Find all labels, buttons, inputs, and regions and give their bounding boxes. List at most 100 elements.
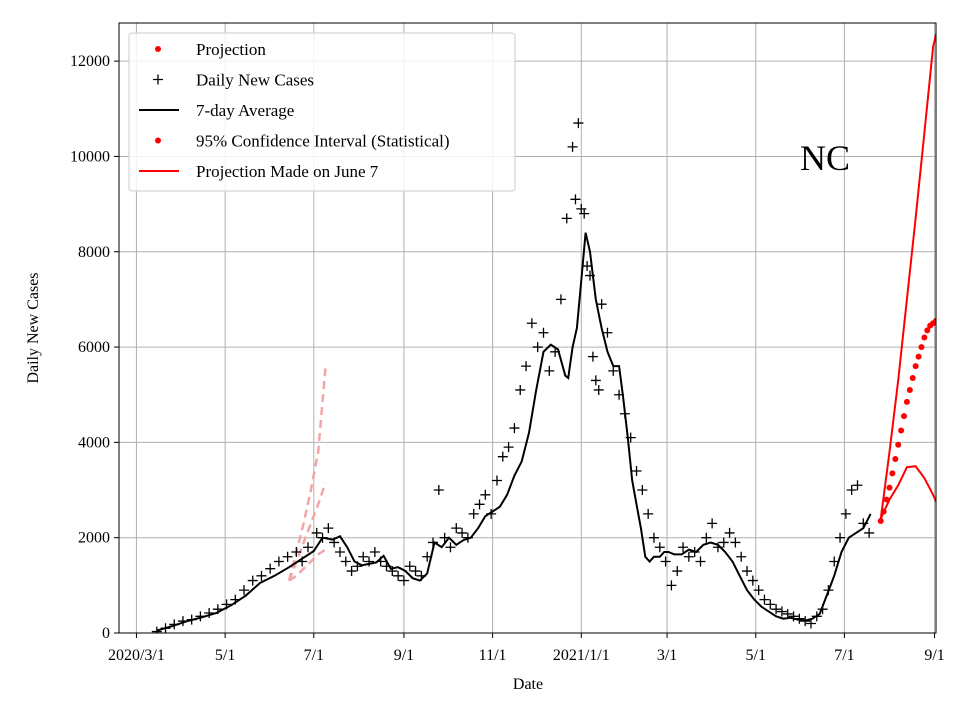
daily-case-point [433, 485, 444, 496]
daily-case-point [404, 561, 415, 572]
axes-frame [118, 22, 937, 634]
daily-case-point [265, 563, 276, 574]
y-tick-label: 12000 [70, 53, 110, 70]
projection-dot [898, 427, 905, 434]
daily-case-point [323, 523, 334, 534]
daily-case-point [346, 566, 357, 577]
daily-case-point [678, 542, 689, 553]
daily-case-point [730, 537, 741, 548]
daily-case-point [410, 566, 421, 577]
y-tick-label: 4000 [78, 434, 110, 451]
daily-case-point [474, 499, 485, 510]
daily-case-point [573, 118, 584, 129]
daily-case-point [590, 375, 601, 386]
daily-case-point [358, 551, 369, 562]
daily-case-point [753, 585, 764, 596]
daily-case-point [666, 580, 677, 591]
daily-case-point [776, 606, 787, 617]
daily-case-point [602, 327, 613, 338]
earlier-projection-line [288, 548, 327, 582]
projection-upper-line [879, 30, 936, 519]
daily-case-point [846, 485, 857, 496]
daily-case-point [247, 575, 258, 586]
x-tick-label: 5/1 [215, 647, 235, 664]
daily-case-point [256, 570, 267, 581]
y-tick-label: 6000 [78, 339, 110, 356]
legend: Projection Daily New Cases 7-day Average 95… [128, 32, 516, 192]
daily-case-point [608, 365, 619, 376]
daily-case-point [503, 442, 514, 453]
daily-case-point [538, 327, 549, 338]
daily-case-point [840, 508, 851, 519]
y-axis-label: Daily New Cases [25, 272, 42, 383]
daily-case-point [151, 626, 162, 633]
projection-dot [915, 353, 922, 360]
projection-dot [886, 484, 893, 491]
daily-case-point [637, 485, 648, 496]
legend-label: 7-day Average [196, 101, 294, 120]
y-tick-label: 8000 [78, 244, 110, 261]
daily-case-point [643, 508, 654, 519]
daily-case-point [742, 566, 753, 577]
x-tick-label: 9/1 [924, 647, 944, 664]
daily-case-point [457, 527, 468, 538]
daily-case-point [788, 611, 799, 622]
legend-box [128, 32, 516, 192]
daily-case-point [468, 508, 479, 519]
daily-case-point [771, 604, 782, 615]
daily-case-point [701, 532, 712, 543]
projection-dot [880, 508, 887, 515]
projection-dot [877, 518, 884, 525]
legend-marker-dot [155, 46, 161, 52]
y-tick-label: 0 [102, 625, 110, 642]
daily-case-point [273, 556, 284, 567]
legend-marker-plus [153, 74, 163, 85]
projection-dot [892, 456, 899, 463]
earlier-projection-line [287, 482, 327, 582]
daily-case-point [239, 585, 250, 596]
projection-dot [912, 363, 919, 370]
legend-label: Projection Made on June 7 [196, 162, 379, 181]
daily-case-point [736, 551, 747, 562]
daily-case-point [759, 594, 770, 605]
daily-case-point [747, 575, 758, 586]
x-tick-label: 2020/3/1 [108, 647, 165, 664]
x-tick-label: 7/1 [834, 647, 854, 664]
y-tick-label: 2000 [78, 530, 110, 547]
daily-case-point [631, 465, 642, 476]
legend-label: 95% Confidence Interval (Statistical) [196, 132, 450, 151]
daily-case-point [282, 551, 293, 562]
projection-dot [921, 334, 928, 341]
legend-label: Projection [196, 40, 266, 59]
daily-case-point [718, 537, 729, 548]
daily-case-point [491, 475, 502, 486]
daily-case-point [654, 542, 665, 553]
daily-case-point [398, 575, 409, 586]
daily-case-point [587, 351, 598, 362]
projection-dot [909, 375, 916, 382]
x-tick-label: 2021/1/1 [553, 647, 610, 664]
daily-case-point [302, 542, 313, 553]
projection-dot [906, 386, 913, 393]
projection-dot [924, 327, 931, 334]
daily-case-point [561, 213, 572, 224]
x-tick-label: 9/1 [394, 647, 414, 664]
projection-dot [933, 317, 936, 324]
daily-case-point [393, 570, 404, 581]
daily-case-point [567, 141, 578, 152]
daily-case-point [291, 546, 302, 557]
x-tick-label: 3/1 [657, 647, 677, 664]
daily-case-point [648, 532, 659, 543]
x-axis-label: Date [513, 676, 543, 693]
projection-june7-line [879, 465, 936, 520]
projection-dot [918, 344, 925, 351]
daily-case-point [695, 556, 706, 567]
daily-case-point [555, 294, 566, 305]
daily-case-point [532, 342, 543, 353]
daily-case-point [544, 365, 555, 376]
daily-case-point [724, 527, 735, 538]
x-tick-label: 7/1 [304, 647, 324, 664]
daily-case-point [445, 542, 456, 553]
daily-case-point [515, 384, 526, 395]
